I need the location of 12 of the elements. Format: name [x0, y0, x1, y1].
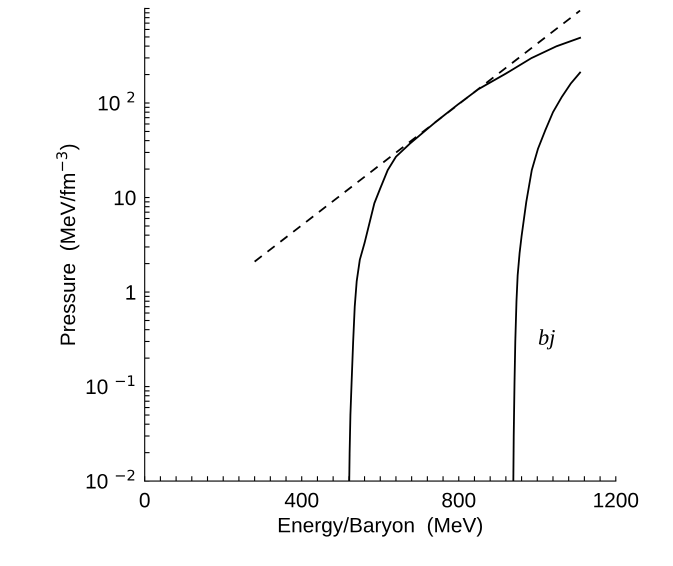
x-axis-title: Energy/Baryon (MeV): [278, 517, 482, 537]
y-tick-label: 1: [126, 285, 136, 300]
x-tick-label: 800: [442, 492, 476, 508]
x-tick-label: 400: [284, 492, 318, 508]
y-tick-label: 10 $^{2}$: [98, 92, 134, 111]
y-tick-label: 10 $^{−2}$: [86, 470, 134, 489]
x-tick-label: 0: [140, 492, 150, 508]
y-axis-title: Pressure (MeV/fm$^{−3}$): [56, 144, 80, 345]
x-tick-label: 1200: [594, 492, 638, 508]
y-tick-label: 10 $^{−1}$: [86, 375, 134, 394]
annotation: bj: [538, 329, 555, 350]
y-tick-label: 10: [114, 190, 136, 206]
